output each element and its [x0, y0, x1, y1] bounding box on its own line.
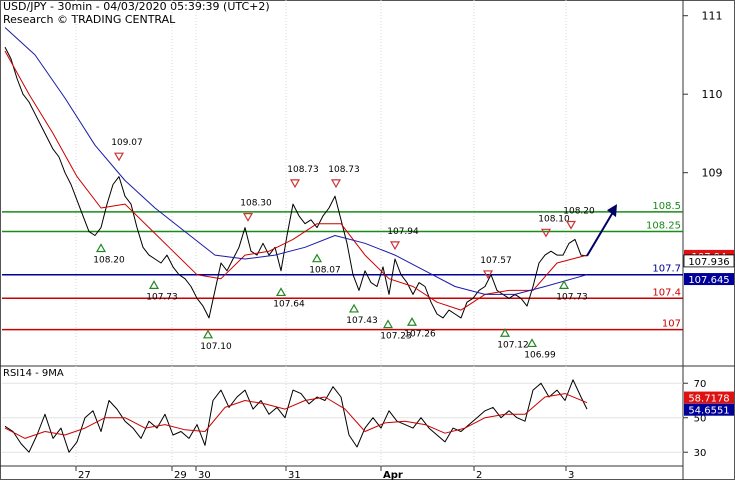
resistance-marker: [330, 179, 342, 189]
level-label: 107: [662, 319, 681, 330]
price-tag-text: 107.645: [688, 275, 729, 286]
swing-high-label: 108.30: [240, 199, 272, 209]
chart-title: USD/JPY - 30min - 04/03/2020 05:39:39 (U…: [3, 0, 270, 13]
rsi-rsi-ma: [4, 393, 588, 439]
rsi-tag-box: [684, 391, 734, 404]
price-moving-average-fast: [4, 50, 588, 311]
price-moving-average-slow: [4, 27, 588, 295]
level-label: 108.25: [646, 221, 681, 232]
rsi-axis-label: 50: [694, 414, 707, 425]
rsi-tag-box: [684, 403, 734, 416]
swing-low-label: 107.64: [273, 299, 305, 309]
swing-high-label: 107.94: [387, 227, 419, 237]
projection-arrow-head: [607, 204, 617, 218]
support-marker: [311, 253, 323, 263]
projection-arrow-shaft: [586, 211, 614, 257]
price-axis-label: 111: [702, 10, 723, 23]
swing-low-label: 107.12: [497, 340, 529, 350]
swing-low-label: 107.43: [346, 316, 378, 326]
research-credit: Research © TRADING CENTRAL: [3, 13, 176, 26]
time-axis-label: 3: [568, 470, 574, 480]
support-marker: [95, 243, 107, 253]
price-price: [4, 46, 588, 319]
rsi-panel-title: RSI14 - 9MA: [3, 368, 64, 379]
swing-low-label: 107.26: [404, 329, 436, 339]
swing-low-label: 107.10: [200, 342, 232, 352]
support-marker: [148, 280, 160, 289]
level-label: 108.5: [652, 201, 681, 212]
swing-low-label: 108.20: [93, 255, 125, 265]
rsi-tag-text: 58.7178: [688, 394, 729, 405]
price-axis-label: 109: [702, 167, 723, 180]
time-axis-label: Apr: [383, 470, 403, 480]
swing-high-label: 107.57: [480, 256, 512, 266]
swing-low-label: 107.73: [556, 292, 588, 302]
support-marker: [382, 319, 394, 329]
resistance-marker: [242, 213, 254, 222]
time-axis-label: 27: [78, 470, 91, 480]
swing-high-label: 108.10: [538, 214, 570, 224]
rsi-axis-label: 70: [694, 379, 707, 390]
support-marker: [406, 317, 418, 326]
swing-high-label: 108.20: [563, 206, 595, 216]
resistance-marker: [565, 220, 577, 230]
time-axis-label: 2: [476, 470, 482, 480]
support-marker: [526, 338, 538, 348]
support-marker: [558, 280, 570, 289]
swing-high-label: 108.73: [328, 165, 360, 175]
resistance-marker: [389, 241, 401, 251]
resistance-marker: [540, 228, 552, 238]
time-axis-label: 30: [198, 470, 211, 480]
price-tag-box: [684, 273, 734, 286]
support-marker: [275, 287, 287, 297]
rsi-tag-text: 54.6551: [688, 406, 729, 417]
price-tag-text: 107.936: [688, 257, 729, 268]
level-label: 107.7: [652, 264, 681, 275]
resistance-marker: [289, 179, 301, 189]
swing-high-label: 108.73: [287, 165, 319, 175]
resistance-marker: [482, 270, 494, 280]
swing-high-label: 109.07: [111, 138, 143, 148]
swing-low-label: 106.99: [524, 350, 556, 360]
price-tag-box: [683, 254, 735, 268]
price-axis-label: 110: [702, 88, 723, 101]
time-axis-label: 31: [288, 470, 301, 480]
swing-low-label: 107.73: [146, 292, 178, 302]
support-marker: [202, 329, 214, 339]
resistance-marker: [113, 152, 125, 162]
swing-low-label: 108.07: [309, 266, 341, 276]
rsi-rsi: [4, 379, 588, 453]
swing-low-label: 107.23: [380, 332, 412, 342]
support-marker: [499, 328, 511, 337]
support-marker: [348, 303, 360, 313]
time-axis-label: 29: [174, 470, 187, 480]
rsi-axis-label: 30: [694, 448, 707, 459]
level-label: 107.4: [652, 287, 681, 298]
